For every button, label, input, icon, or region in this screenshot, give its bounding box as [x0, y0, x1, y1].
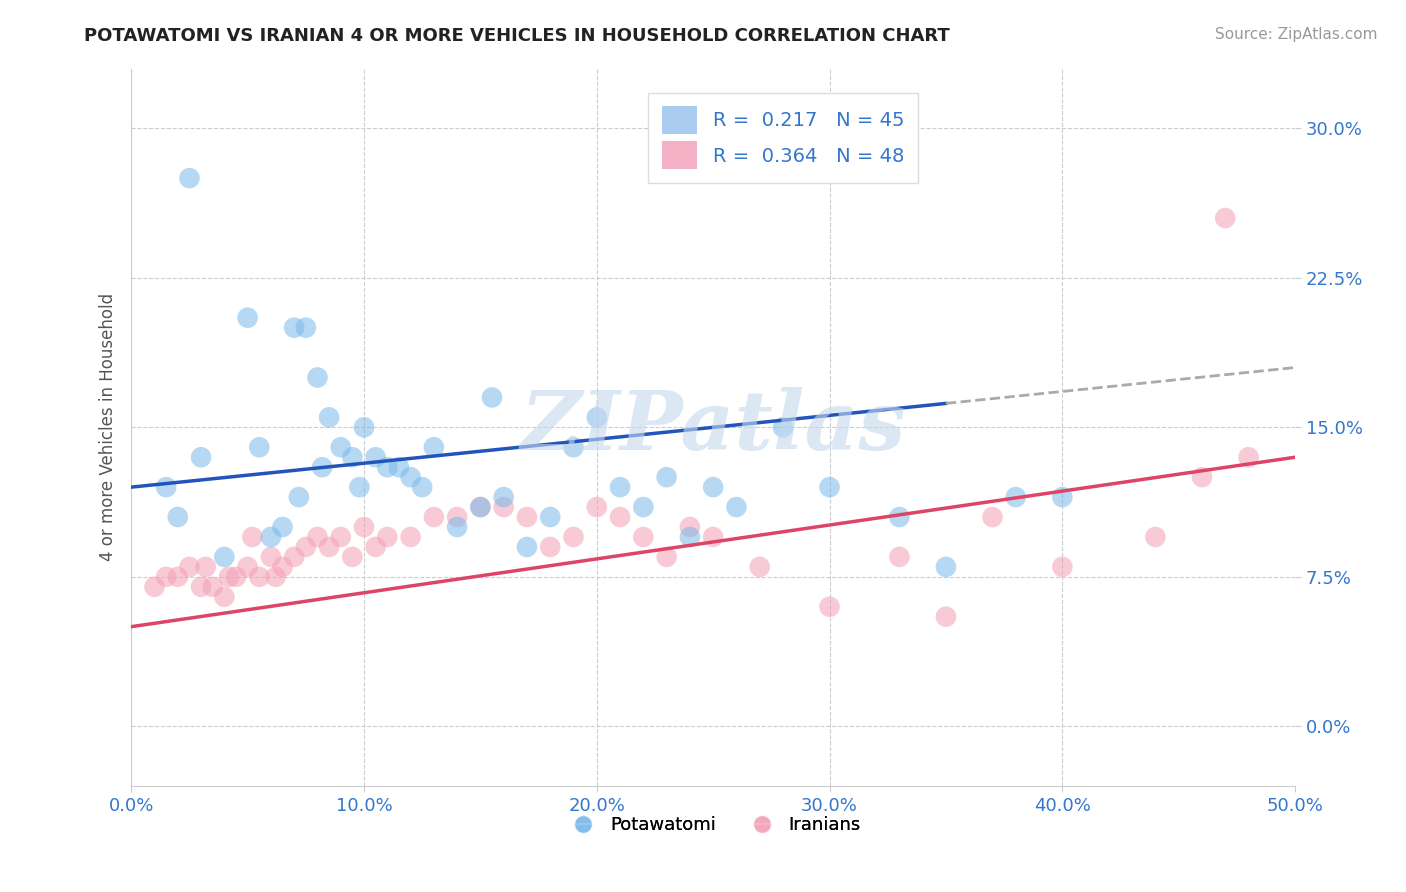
Point: [375, 460, 398, 475]
Point: [307, 530, 329, 544]
Point: [179, 560, 201, 574]
Point: [633, 500, 655, 514]
Text: POTAWATOMI VS IRANIAN 4 OR MORE VEHICLES IN HOUSEHOLD CORRELATION CHART: POTAWATOMI VS IRANIAN 4 OR MORE VEHICLES…: [84, 27, 950, 45]
Point: [240, 530, 263, 544]
Point: [225, 570, 247, 584]
Point: [283, 320, 305, 334]
Point: [423, 440, 446, 454]
Point: [155, 570, 177, 584]
Legend: Potawatomi, Iranians: Potawatomi, Iranians: [558, 809, 868, 842]
Point: [889, 549, 911, 564]
Point: [329, 440, 352, 454]
Point: [318, 540, 340, 554]
Point: [307, 370, 329, 384]
Point: [283, 549, 305, 564]
Point: [179, 171, 201, 186]
Point: [260, 549, 283, 564]
Point: [166, 570, 188, 584]
Point: [889, 510, 911, 524]
Point: [748, 560, 770, 574]
Point: [492, 490, 515, 504]
Point: [1213, 211, 1236, 225]
Point: [214, 549, 236, 564]
Text: ZIPatlas: ZIPatlas: [520, 387, 905, 467]
Point: [166, 510, 188, 524]
Point: [585, 500, 607, 514]
Point: [981, 510, 1004, 524]
Point: [609, 510, 631, 524]
Point: [190, 580, 212, 594]
Point: [318, 410, 340, 425]
Point: [329, 530, 352, 544]
Point: [446, 510, 468, 524]
Point: [194, 560, 217, 574]
Y-axis label: 4 or more Vehicles in Household: 4 or more Vehicles in Household: [100, 293, 117, 561]
Point: [1237, 450, 1260, 465]
Point: [481, 391, 503, 405]
Point: [1191, 470, 1213, 484]
Point: [311, 460, 333, 475]
Point: [247, 440, 270, 454]
Point: [562, 530, 585, 544]
Point: [295, 540, 318, 554]
Point: [236, 310, 259, 325]
Point: [1004, 490, 1026, 504]
Point: [364, 540, 387, 554]
Point: [679, 520, 702, 534]
Point: [155, 480, 177, 494]
Point: [353, 520, 375, 534]
Point: [492, 500, 515, 514]
Point: [655, 549, 678, 564]
Point: [1052, 560, 1074, 574]
Point: [288, 490, 311, 504]
Point: [260, 530, 283, 544]
Point: [218, 570, 240, 584]
Point: [342, 549, 364, 564]
Point: [271, 520, 294, 534]
Point: [143, 580, 166, 594]
Point: [364, 450, 387, 465]
Point: [818, 599, 841, 614]
Point: [375, 530, 398, 544]
Point: [772, 420, 794, 434]
Point: [353, 420, 375, 434]
Point: [446, 520, 468, 534]
Point: [702, 530, 724, 544]
Point: [411, 480, 433, 494]
Point: [470, 500, 492, 514]
Point: [609, 480, 631, 494]
Point: [342, 450, 364, 465]
Point: [349, 480, 371, 494]
Point: [562, 440, 585, 454]
Point: [655, 470, 678, 484]
Point: [538, 510, 561, 524]
Point: [247, 570, 270, 584]
Point: [271, 560, 294, 574]
Point: [399, 470, 422, 484]
Point: [702, 480, 724, 494]
Point: [1144, 530, 1167, 544]
Point: [516, 540, 538, 554]
Point: [818, 480, 841, 494]
Point: [295, 320, 318, 334]
Point: [679, 530, 702, 544]
Point: [935, 609, 957, 624]
Point: [516, 510, 538, 524]
Point: [538, 540, 561, 554]
Point: [633, 530, 655, 544]
Point: [214, 590, 236, 604]
Point: [388, 460, 411, 475]
Point: [935, 560, 957, 574]
Point: [236, 560, 259, 574]
Point: [1052, 490, 1074, 504]
Point: [201, 580, 224, 594]
Text: Source: ZipAtlas.com: Source: ZipAtlas.com: [1215, 27, 1378, 42]
Point: [399, 530, 422, 544]
Point: [470, 500, 492, 514]
Point: [725, 500, 748, 514]
Point: [190, 450, 212, 465]
Point: [585, 410, 607, 425]
Point: [423, 510, 446, 524]
Point: [264, 570, 287, 584]
